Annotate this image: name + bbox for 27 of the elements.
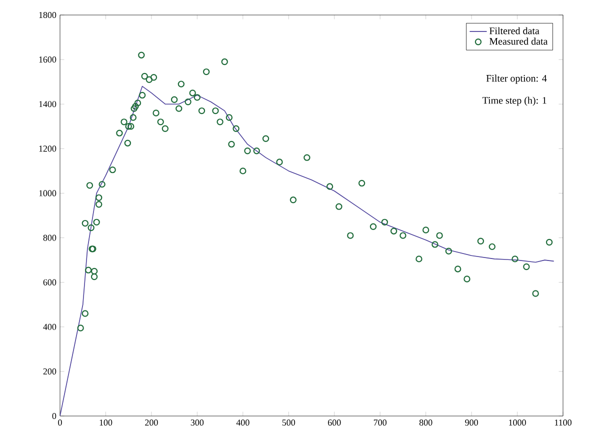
x-tick-label: 800 bbox=[419, 420, 432, 426]
x-tick-label: 1000 bbox=[509, 420, 526, 426]
y-tick-label: 1200 bbox=[39, 146, 56, 152]
annotation: Filter option: 4 bbox=[486, 74, 547, 84]
legend-label: Measured data bbox=[489, 38, 548, 45]
y-tick-label: 0 bbox=[52, 412, 56, 420]
x-tick-label: 600 bbox=[328, 420, 341, 426]
x-tick-label: 700 bbox=[374, 420, 387, 426]
y-tick-label: 1400 bbox=[39, 101, 56, 108]
x-tick-label: 200 bbox=[145, 420, 158, 426]
x-tick-label: 300 bbox=[190, 420, 204, 426]
y-tick-label: 1000 bbox=[39, 190, 56, 196]
line-series bbox=[60, 86, 554, 416]
y-tick-label: 1800 bbox=[39, 12, 56, 18]
y-tick-label: 600 bbox=[43, 279, 56, 286]
x-tick-label: 400 bbox=[236, 420, 250, 426]
y-tick-label: 800 bbox=[43, 234, 56, 241]
x-tick-label: 0 bbox=[58, 420, 62, 426]
x-tick-label: 100 bbox=[100, 420, 112, 426]
y-tick-label: 400 bbox=[43, 324, 56, 330]
x-tick-label: 500 bbox=[282, 420, 296, 426]
y-tick-label: 200 bbox=[43, 368, 56, 374]
annotation: Time step (h): 1 bbox=[482, 96, 546, 106]
y-tick-label: 1600 bbox=[39, 56, 56, 63]
legend-label: Filtered data bbox=[489, 27, 540, 34]
x-tick-label: 900 bbox=[465, 420, 478, 426]
x-tick-label: 1100 bbox=[554, 420, 572, 426]
